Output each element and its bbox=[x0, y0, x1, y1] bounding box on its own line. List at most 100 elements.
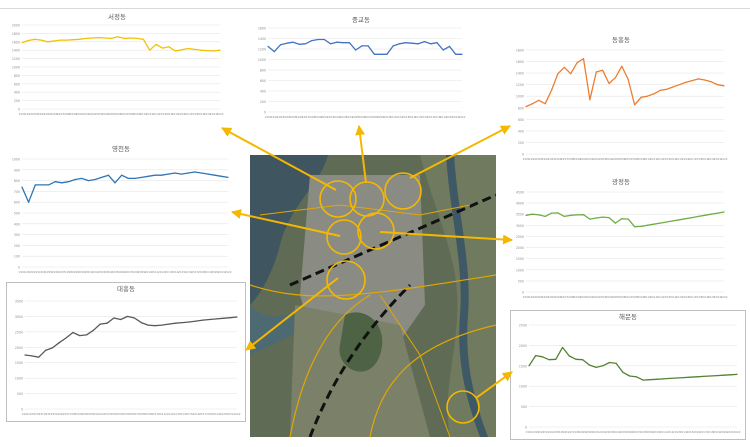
x-tick-label: 2005 bbox=[108, 112, 115, 116]
data-point bbox=[589, 99, 591, 101]
data-point bbox=[665, 221, 668, 223]
data-point bbox=[155, 43, 157, 45]
data-point bbox=[588, 364, 590, 366]
y-tick-label: 1500 bbox=[15, 361, 23, 365]
data-point bbox=[380, 53, 382, 55]
data-point bbox=[292, 41, 294, 43]
x-tick-label: 1997 bbox=[302, 115, 309, 119]
x-tick-label: 2013 bbox=[402, 115, 409, 119]
x-tick-label: 1995 bbox=[552, 430, 559, 434]
y-tick-label: 800 bbox=[14, 74, 20, 78]
y-tick-label: 1800 bbox=[12, 32, 20, 36]
data-point bbox=[608, 82, 610, 85]
data-point bbox=[194, 171, 196, 173]
data-point bbox=[160, 174, 163, 176]
chart-jungang-svg: 중교동 0 200 400 600 800 1000 1200 1400 1600 1991 1992… bbox=[258, 16, 466, 119]
x-tick-label: 1996 bbox=[296, 115, 303, 119]
x-tick-label: 1994 bbox=[283, 115, 290, 119]
x-tick-label: 1993 bbox=[539, 430, 546, 434]
x-tick-label: 2013 bbox=[663, 157, 670, 161]
x-tick-label: 2012 bbox=[657, 157, 664, 161]
x-tick-label: 2006 bbox=[618, 295, 625, 299]
data-point bbox=[161, 324, 163, 326]
data-point bbox=[525, 214, 527, 216]
data-point bbox=[531, 103, 533, 105]
data-point bbox=[655, 378, 658, 380]
data-point bbox=[168, 46, 170, 48]
y-tick-label: 0 bbox=[18, 266, 20, 270]
data-point bbox=[174, 50, 176, 52]
data-point bbox=[154, 174, 156, 176]
data-point bbox=[279, 44, 282, 46]
data-point bbox=[167, 173, 169, 175]
x-tick-label: 2006 bbox=[114, 112, 121, 116]
x-tick-label: 2015 bbox=[676, 157, 683, 161]
data-point bbox=[181, 322, 183, 324]
y-tick-label: 3000 bbox=[15, 315, 23, 319]
data-point bbox=[398, 43, 401, 45]
x-tick-label: 2000 bbox=[83, 412, 90, 416]
data-point bbox=[28, 201, 30, 203]
y-tick-label: 2000 bbox=[516, 246, 524, 250]
x-tick-label: 1992 bbox=[25, 112, 32, 116]
data-point bbox=[180, 173, 183, 175]
y-tick-label: 0 bbox=[21, 408, 23, 412]
data-point bbox=[595, 217, 597, 219]
x-tick-label: 2016 bbox=[178, 112, 185, 116]
data-point bbox=[461, 53, 463, 55]
x-tick-label: 1999 bbox=[72, 270, 79, 274]
data-point bbox=[342, 42, 344, 44]
data-point bbox=[635, 376, 637, 378]
x-tick-label: 2013 bbox=[165, 270, 172, 274]
y-tick-label: 600 bbox=[260, 79, 266, 83]
data-point bbox=[555, 358, 557, 360]
data-point bbox=[147, 324, 149, 326]
data-point bbox=[85, 334, 88, 336]
data-point bbox=[640, 96, 642, 98]
x-tick-label: 2017 bbox=[191, 270, 198, 274]
x-tick-label: 2006 bbox=[626, 430, 633, 434]
x-tick-label: 2006 bbox=[618, 157, 625, 161]
x-tick-label: 2022 bbox=[458, 115, 465, 119]
y-tick-label: 100 bbox=[14, 255, 20, 259]
data-point bbox=[113, 317, 115, 319]
y-tick-label: 400 bbox=[518, 129, 524, 133]
data-point bbox=[723, 211, 725, 213]
x-tick-label: 2004 bbox=[613, 430, 620, 434]
data-point bbox=[669, 377, 671, 380]
y-tick-label: 700 bbox=[14, 190, 20, 194]
x-tick-label: 1997 bbox=[566, 430, 573, 434]
x-tick-label: 2002 bbox=[333, 115, 340, 119]
data-point bbox=[709, 375, 711, 377]
data-point bbox=[304, 43, 307, 45]
x-tick-label: 2005 bbox=[111, 270, 118, 274]
data-point bbox=[110, 37, 113, 40]
x-tick-label: 2017 bbox=[700, 430, 707, 434]
y-tick-label: 3000 bbox=[516, 224, 524, 228]
data-point bbox=[649, 379, 651, 381]
y-tick-label: 1000 bbox=[12, 158, 20, 162]
data-point bbox=[528, 365, 530, 367]
x-tick-label: 2011 bbox=[151, 270, 158, 274]
road-5 bbox=[379, 294, 451, 437]
satellite-map-svg bbox=[250, 155, 496, 437]
series-line-haemun bbox=[528, 346, 738, 381]
data-point bbox=[47, 184, 50, 186]
y-tick-label: 2500 bbox=[519, 324, 527, 328]
y-tick-label: 2500 bbox=[516, 235, 524, 239]
data-point bbox=[107, 174, 109, 176]
data-point bbox=[653, 93, 655, 95]
road-2 bbox=[289, 294, 371, 437]
x-tick-label: 2002 bbox=[97, 412, 104, 416]
x-tick-label: 2005 bbox=[619, 430, 626, 434]
x-tick-label: 1996 bbox=[554, 295, 561, 299]
x-tick-label: 2001 bbox=[593, 430, 600, 434]
y-tick-label: 600 bbox=[14, 82, 20, 86]
data-point bbox=[702, 375, 705, 378]
y-tick-label: 500 bbox=[518, 279, 524, 283]
x-tick-label: 2004 bbox=[101, 112, 108, 116]
x-tick-label: 1996 bbox=[50, 112, 57, 116]
x-tick-label: 2011 bbox=[660, 430, 667, 434]
x-tick-label: 2017 bbox=[427, 115, 434, 119]
